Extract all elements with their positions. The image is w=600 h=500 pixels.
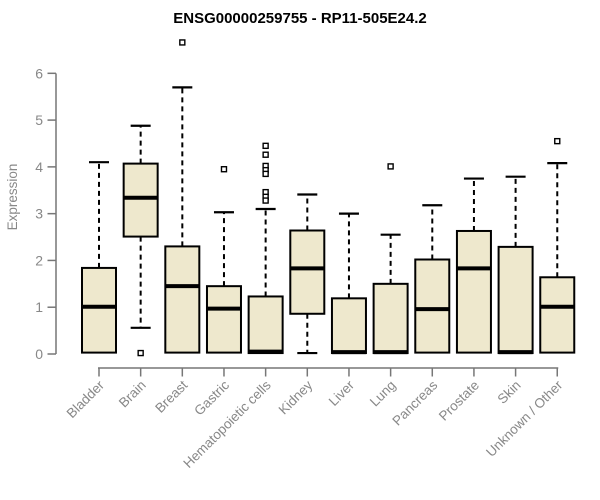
boxplot-lung <box>372 163 409 355</box>
boxplot-pancreas <box>414 204 451 354</box>
box-iqr <box>372 282 409 355</box>
box-iqr <box>164 245 201 354</box>
y-tick-label: 2 <box>35 252 43 268</box>
y-tick-label: 0 <box>35 346 43 362</box>
box-iqr <box>289 229 326 315</box>
y-axis-title: Expression <box>5 164 20 231</box>
outlier-point <box>387 163 394 170</box>
boxplot-liver <box>330 212 367 355</box>
boxplot-unknown-other <box>539 137 576 354</box>
boxplot-brain <box>122 124 159 357</box>
y-tick-label: 4 <box>35 159 43 175</box>
boxplot-bladder <box>81 161 117 354</box>
y-tick-label: 5 <box>35 112 43 128</box>
x-tick-label-breast: Breast <box>152 377 190 415</box>
box-iqr <box>414 258 451 354</box>
y-tick-label: 1 <box>35 299 43 315</box>
box-iqr <box>205 285 242 354</box>
box-iqr <box>497 245 534 355</box>
y-tick-label: 3 <box>35 206 43 222</box>
box-iqr <box>247 295 284 355</box>
x-tick-label-unknown-other: Unknown / Other <box>483 377 566 460</box>
box-iqr <box>455 229 492 354</box>
box-iqr <box>122 162 159 238</box>
y-tick-label: 6 <box>35 65 43 81</box>
outlier-point <box>179 39 186 46</box>
box-iqr <box>81 266 117 354</box>
boxplot-hematopoietic-cells <box>247 142 284 355</box>
outlier-point <box>137 349 144 357</box>
x-tick-label-liver: Liver <box>326 377 358 409</box>
x-tick-label-skin: Skin <box>495 378 524 407</box>
outlier-point <box>554 137 561 145</box>
outlier-point <box>262 197 269 204</box>
boxplot-kidney <box>289 193 326 355</box>
outlier-point <box>262 170 269 178</box>
x-tick-label-lung: Lung <box>367 378 399 410</box>
boxplot-breast <box>164 39 201 354</box>
outlier-point <box>262 142 269 150</box>
boxplot-prostate <box>455 177 492 354</box>
x-tick-label-pancreas: Pancreas <box>389 377 440 428</box>
boxplot-gastric <box>205 166 242 354</box>
outlier-point <box>262 151 269 158</box>
y-axis: 0 1 2 3 4 5 6 Expression <box>5 65 57 362</box>
x-tick-label-kidney: Kidney <box>276 377 316 417</box>
boxplot-skin <box>497 175 534 355</box>
box-iqr <box>330 297 367 355</box>
x-tick-label-brain: Brain <box>116 378 149 411</box>
chart-title: ENSG00000259755 - RP11-505E24.2 <box>173 10 427 27</box>
box-iqr <box>539 276 576 354</box>
outlier-point <box>220 166 228 173</box>
x-tick-label-bladder: Bladder <box>64 377 108 421</box>
x-tick-label-gastric: Gastric <box>191 377 232 418</box>
x-tick-label-prostate: Prostate <box>436 378 482 424</box>
